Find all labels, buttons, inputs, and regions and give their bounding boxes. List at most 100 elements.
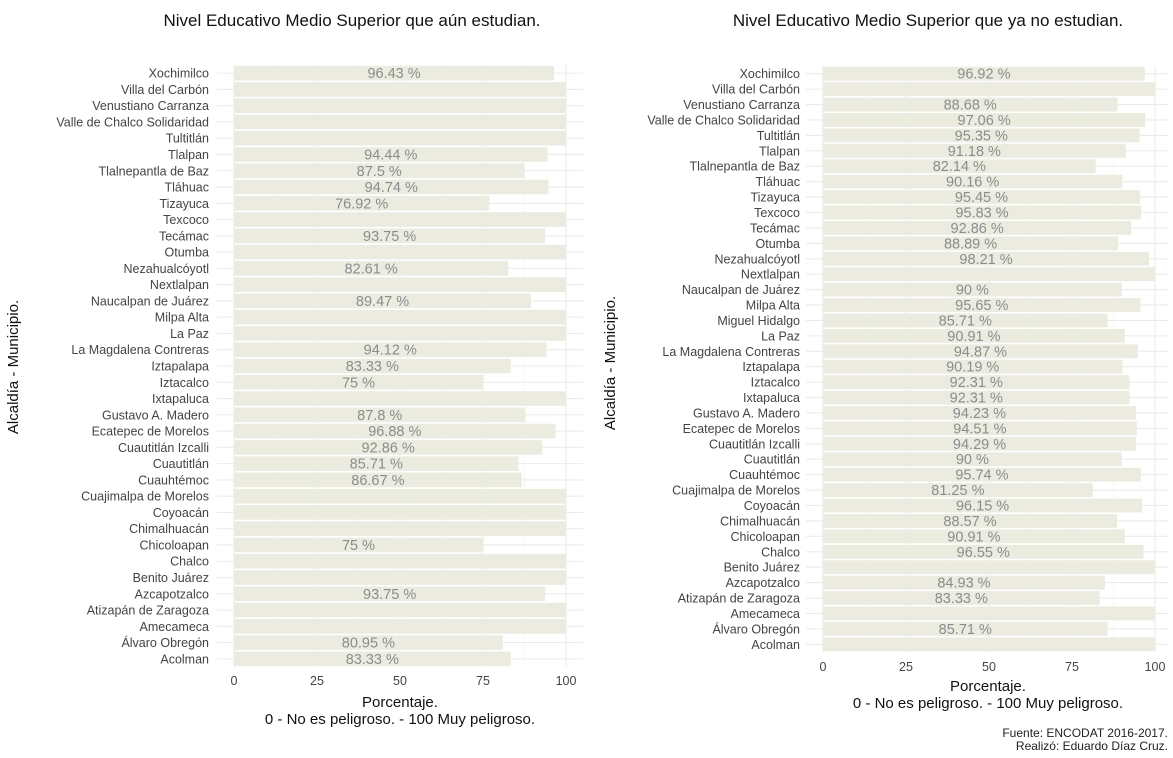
x-tick-label: 100 — [556, 674, 577, 688]
bar — [234, 456, 519, 471]
bar — [234, 570, 566, 585]
bar — [823, 220, 1132, 235]
bar — [234, 114, 566, 130]
data-label: 93.75 % — [363, 229, 416, 245]
category-label: Xochimilco — [149, 67, 209, 81]
bar — [823, 143, 1126, 158]
bar — [823, 328, 1125, 343]
bar — [234, 651, 511, 667]
data-label: 92.31 % — [950, 391, 1003, 407]
bar — [234, 65, 555, 81]
data-label: 96.92 % — [957, 67, 1010, 83]
data-label: 81.25 % — [931, 483, 984, 499]
bar — [823, 282, 1122, 297]
category-label: Álvaro Obregón — [121, 635, 209, 650]
bar — [234, 407, 526, 423]
category-label: Texcoco — [163, 213, 209, 227]
data-label: 75 % — [342, 375, 375, 391]
category-label: Otumba — [165, 246, 210, 260]
category-label: La Magdalena Contreras — [662, 345, 800, 359]
bar — [234, 212, 566, 227]
bar — [234, 553, 566, 569]
data-label: 94.87 % — [954, 344, 1007, 360]
category-label: Tlalpan — [759, 144, 800, 158]
data-label: 94.74 % — [365, 180, 418, 196]
bar — [823, 529, 1125, 544]
category-label: Tecámac — [750, 221, 800, 235]
category-label: Nextlalpan — [150, 278, 209, 292]
bar — [234, 342, 547, 358]
category-label: Naucalpan de Juárez — [91, 294, 209, 308]
category-label: Tizayuca — [159, 197, 209, 211]
category-label: Xochimilco — [740, 67, 800, 81]
bar — [823, 637, 1155, 652]
bar — [823, 359, 1123, 374]
bar — [234, 261, 509, 276]
category-label: Cuautitlán — [153, 457, 209, 471]
category-label: Cuautitlán Izcalli — [118, 441, 209, 455]
category-label: Cuajimalpa de Morelos — [672, 484, 800, 498]
category-label: Tlalpan — [168, 148, 209, 162]
data-label: 94.29 % — [953, 437, 1006, 453]
data-label: 83.33 % — [346, 652, 399, 668]
category-label: Coyoacán — [153, 506, 209, 520]
data-label: 96.55 % — [957, 545, 1010, 561]
category-label: Ecatepec de Morelos — [92, 425, 209, 439]
data-label: 94.44 % — [364, 147, 417, 163]
data-label: 98.21 % — [959, 252, 1012, 268]
data-label: 92.86 % — [951, 221, 1004, 237]
bar — [234, 244, 566, 260]
category-label: La Magdalena Contreras — [71, 343, 209, 357]
category-label: Cuautitlán — [744, 453, 800, 467]
chart-aun-estudian: Nivel Educativo Medio Superior que aún e… — [5, 11, 583, 728]
category-label: Iztacalco — [160, 376, 209, 390]
bar — [823, 128, 1140, 143]
data-label: 83.33 % — [346, 359, 399, 375]
category-label: Ecatepec de Morelos — [683, 422, 800, 436]
y-axis-title: Alcaldía - Municipio. — [602, 296, 619, 430]
category-label: Iztapalapa — [742, 360, 800, 374]
category-label: Gustavo A. Madero — [102, 408, 209, 422]
data-label: 90.91 % — [947, 529, 1000, 545]
category-label: Cuajimalpa de Morelos — [81, 490, 209, 504]
bar — [234, 374, 483, 390]
category-label: Milpa Alta — [155, 311, 209, 325]
data-label: 91.18 % — [948, 144, 1001, 160]
bar — [823, 467, 1141, 482]
bar — [234, 423, 556, 439]
data-label: 90 % — [956, 452, 989, 468]
data-label: 93.75 % — [363, 587, 416, 603]
category-label: Chimalhuacán — [720, 514, 800, 528]
bar — [234, 635, 503, 650]
bar — [234, 163, 525, 179]
category-label: Tecámac — [159, 229, 209, 243]
category-label: Villa del Carbón — [121, 83, 209, 97]
data-label: 94.51 % — [953, 421, 1006, 437]
x-tick-label: 0 — [231, 674, 238, 688]
category-label: Tultitlán — [166, 132, 209, 146]
data-label: 85.71 % — [350, 457, 403, 473]
category-label: Venustiano Carranza — [92, 99, 209, 113]
bar — [234, 602, 566, 618]
data-label: 87.8 % — [357, 408, 402, 424]
category-label: Benito Juárez — [133, 571, 209, 585]
x-axis-subtitle: 0 - No es peligroso. - 100 Muy peligroso… — [853, 695, 1123, 712]
category-label: Iztacalco — [751, 376, 800, 390]
bar — [823, 190, 1140, 205]
chart-title: Nivel Educativo Medio Superior que aún e… — [163, 11, 540, 30]
bar — [823, 174, 1123, 189]
bar — [823, 575, 1105, 590]
bar — [823, 205, 1142, 220]
x-tick-label: 25 — [899, 660, 913, 674]
x-tick-label: 75 — [1065, 660, 1079, 674]
x-axis-subtitle: 0 - No es peligroso. - 100 Muy peligroso… — [265, 711, 535, 728]
category-label: Amecameca — [731, 607, 801, 621]
chart-ya-no-estudian: Nivel Educativo Medio Superior que ya no… — [602, 11, 1168, 712]
bar — [234, 537, 483, 553]
category-label: Naucalpan de Juárez — [682, 283, 800, 297]
bar — [823, 606, 1155, 621]
data-label: 92.86 % — [362, 440, 415, 456]
category-label: Chicoloapan — [140, 538, 210, 552]
bar — [823, 267, 1155, 282]
category-label: Ixtapaluca — [152, 392, 209, 406]
